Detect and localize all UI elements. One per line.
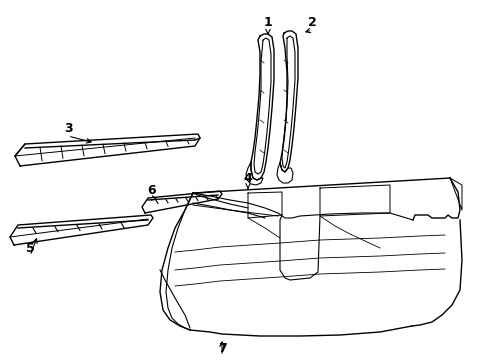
Text: 7: 7 [218, 342, 226, 355]
Text: 2: 2 [308, 15, 317, 28]
Text: 5: 5 [25, 242, 34, 255]
Text: 6: 6 [147, 184, 156, 197]
Text: 4: 4 [244, 171, 252, 184]
Text: 1: 1 [264, 15, 272, 28]
Text: 3: 3 [64, 122, 73, 135]
